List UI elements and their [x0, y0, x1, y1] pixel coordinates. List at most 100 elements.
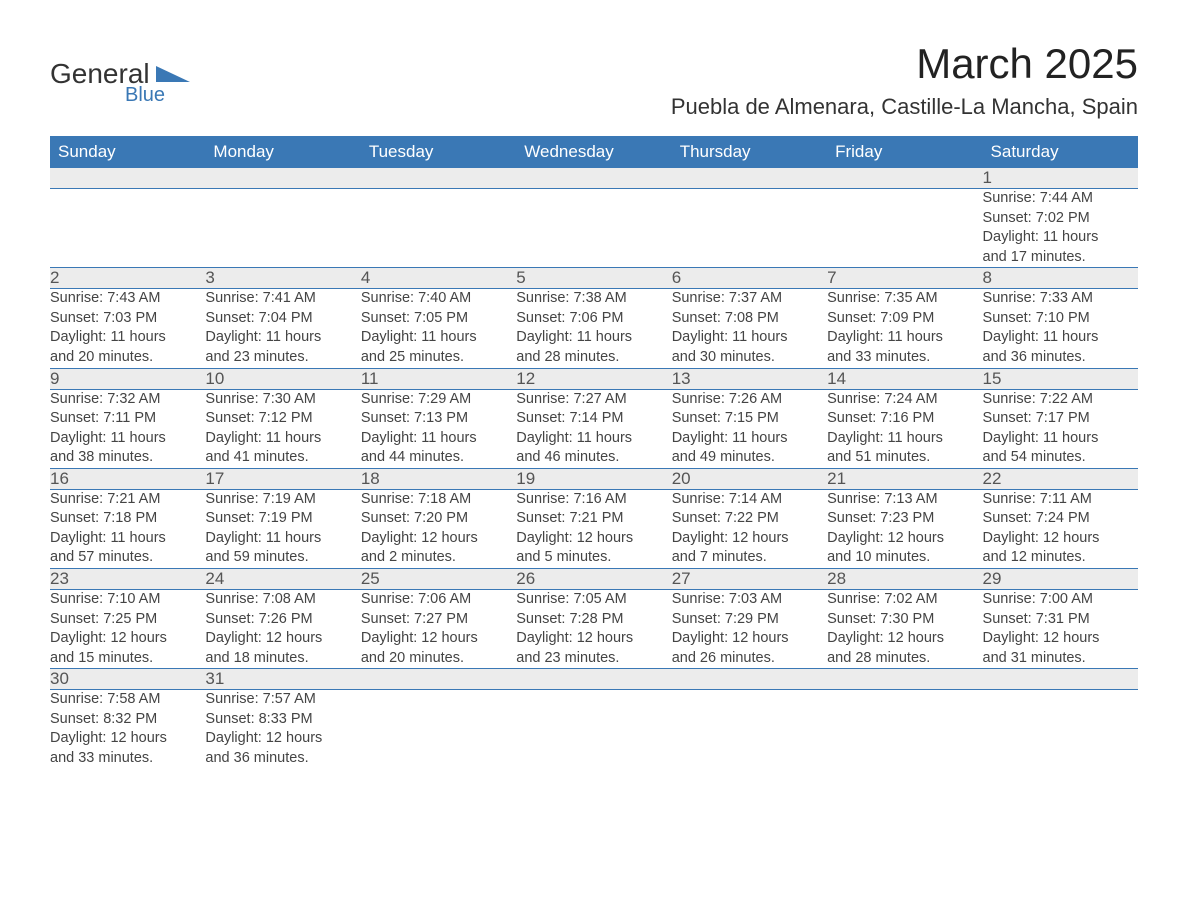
- daynum-row: 3031: [50, 669, 1138, 690]
- day-cell: [516, 690, 671, 769]
- day-cell: Sunrise: 7:06 AMSunset: 7:27 PMDaylight:…: [361, 590, 516, 669]
- sunrise: Sunrise: 7:24 AM: [827, 390, 982, 410]
- day-cell: [205, 189, 360, 268]
- daynum-row: 23242526272829: [50, 569, 1138, 590]
- day-cell: Sunrise: 7:33 AMSunset: 7:10 PMDaylight:…: [983, 289, 1138, 368]
- sunrise: Sunrise: 7:41 AM: [205, 289, 360, 309]
- day-cell: Sunrise: 7:11 AMSunset: 7:24 PMDaylight:…: [983, 489, 1138, 568]
- daylight-line1: Daylight: 11 hours: [827, 328, 982, 348]
- day-number: 3: [205, 268, 360, 289]
- day-number: [516, 168, 671, 189]
- daylight-line2: and 49 minutes.: [672, 448, 827, 468]
- daynum-row: 1: [50, 168, 1138, 189]
- day-number: 29: [983, 569, 1138, 590]
- daylight-line2: and 33 minutes.: [827, 348, 982, 368]
- sunset: Sunset: 7:30 PM: [827, 610, 982, 630]
- daylight-line2: and 41 minutes.: [205, 448, 360, 468]
- daylight-line2: and 23 minutes.: [205, 348, 360, 368]
- weekday-header-row: Sunday Monday Tuesday Wednesday Thursday…: [50, 136, 1138, 168]
- detail-row: Sunrise: 7:44 AMSunset: 7:02 PMDaylight:…: [50, 189, 1138, 268]
- daylight-line2: and 15 minutes.: [50, 649, 205, 669]
- day-cell: Sunrise: 7:37 AMSunset: 7:08 PMDaylight:…: [672, 289, 827, 368]
- daynum-row: 9101112131415: [50, 368, 1138, 389]
- day-cell: Sunrise: 7:00 AMSunset: 7:31 PMDaylight:…: [983, 590, 1138, 669]
- day-number: 10: [205, 368, 360, 389]
- day-number: 20: [672, 468, 827, 489]
- sunset: [672, 710, 827, 730]
- day-cell: Sunrise: 7:41 AMSunset: 7:04 PMDaylight:…: [205, 289, 360, 368]
- weekday-header: Monday: [205, 136, 360, 168]
- day-cell: Sunrise: 7:35 AMSunset: 7:09 PMDaylight:…: [827, 289, 982, 368]
- day-number: 14: [827, 368, 982, 389]
- daylight-line1: Daylight: 11 hours: [50, 328, 205, 348]
- sunrise: Sunrise: 7:26 AM: [672, 390, 827, 410]
- sunrise: Sunrise: 7:06 AM: [361, 590, 516, 610]
- detail-row: Sunrise: 7:43 AMSunset: 7:03 PMDaylight:…: [50, 289, 1138, 368]
- daylight-line1: Daylight: 11 hours: [516, 429, 671, 449]
- daylight-line1: [361, 729, 516, 749]
- daylight-line1: [50, 228, 205, 248]
- day-cell: Sunrise: 7:22 AMSunset: 7:17 PMDaylight:…: [983, 389, 1138, 468]
- sunset: Sunset: 7:28 PM: [516, 610, 671, 630]
- day-number: [50, 168, 205, 189]
- daylight-line2: and 20 minutes.: [361, 649, 516, 669]
- sunset: Sunset: 7:06 PM: [516, 309, 671, 329]
- daylight-line2: [827, 248, 982, 268]
- day-number: 24: [205, 569, 360, 590]
- daylight-line1: Daylight: 11 hours: [205, 328, 360, 348]
- daylight-line1: [205, 228, 360, 248]
- sunrise: Sunrise: 7:58 AM: [50, 690, 205, 710]
- daylight-line1: Daylight: 11 hours: [983, 328, 1138, 348]
- day-cell: Sunrise: 7:43 AMSunset: 7:03 PMDaylight:…: [50, 289, 205, 368]
- daylight-line2: [50, 248, 205, 268]
- sunset: [516, 710, 671, 730]
- daylight-line2: and 38 minutes.: [50, 448, 205, 468]
- sunrise: Sunrise: 7:32 AM: [50, 390, 205, 410]
- sunrise: Sunrise: 7:11 AM: [983, 490, 1138, 510]
- day-cell: [827, 690, 982, 769]
- daylight-line1: Daylight: 12 hours: [361, 629, 516, 649]
- weekday-header: Wednesday: [516, 136, 671, 168]
- daylight-line1: [516, 729, 671, 749]
- day-number: 21: [827, 468, 982, 489]
- daynum-row: 16171819202122: [50, 468, 1138, 489]
- daylight-line2: and 18 minutes.: [205, 649, 360, 669]
- sunset: Sunset: 8:32 PM: [50, 710, 205, 730]
- daylight-line1: Daylight: 11 hours: [50, 429, 205, 449]
- daylight-line2: and 17 minutes.: [983, 248, 1138, 268]
- sunrise: [672, 189, 827, 209]
- day-cell: Sunrise: 7:18 AMSunset: 7:20 PMDaylight:…: [361, 489, 516, 568]
- sunrise: Sunrise: 7:00 AM: [983, 590, 1138, 610]
- day-number: [205, 168, 360, 189]
- daylight-line2: and 59 minutes.: [205, 548, 360, 568]
- day-number: 5: [516, 268, 671, 289]
- sunrise: Sunrise: 7:33 AM: [983, 289, 1138, 309]
- sunset: [361, 209, 516, 229]
- daylight-line1: Daylight: 12 hours: [672, 529, 827, 549]
- day-cell: Sunrise: 7:40 AMSunset: 7:05 PMDaylight:…: [361, 289, 516, 368]
- day-cell: [983, 690, 1138, 769]
- sunrise: Sunrise: 7:43 AM: [50, 289, 205, 309]
- daylight-line2: and 54 minutes.: [983, 448, 1138, 468]
- daylight-line2: and 30 minutes.: [672, 348, 827, 368]
- day-number: 18: [361, 468, 516, 489]
- daylight-line2: [672, 749, 827, 769]
- sunset: Sunset: 7:14 PM: [516, 409, 671, 429]
- daylight-line1: [516, 228, 671, 248]
- day-cell: Sunrise: 7:29 AMSunset: 7:13 PMDaylight:…: [361, 389, 516, 468]
- sunrise: Sunrise: 7:08 AM: [205, 590, 360, 610]
- daylight-line2: and 25 minutes.: [361, 348, 516, 368]
- sunrise: Sunrise: 7:30 AM: [205, 390, 360, 410]
- month-title: March 2025: [671, 40, 1138, 88]
- sunrise: Sunrise: 7:29 AM: [361, 390, 516, 410]
- daylight-line2: [361, 248, 516, 268]
- daylight-line1: Daylight: 11 hours: [361, 429, 516, 449]
- day-cell: Sunrise: 7:24 AMSunset: 7:16 PMDaylight:…: [827, 389, 982, 468]
- sunset: [50, 209, 205, 229]
- day-cell: Sunrise: 7:27 AMSunset: 7:14 PMDaylight:…: [516, 389, 671, 468]
- daylight-line1: [672, 729, 827, 749]
- day-number: 4: [361, 268, 516, 289]
- daylight-line2: and 36 minutes.: [983, 348, 1138, 368]
- daylight-line2: and 28 minutes.: [516, 348, 671, 368]
- sunset: Sunset: 7:17 PM: [983, 409, 1138, 429]
